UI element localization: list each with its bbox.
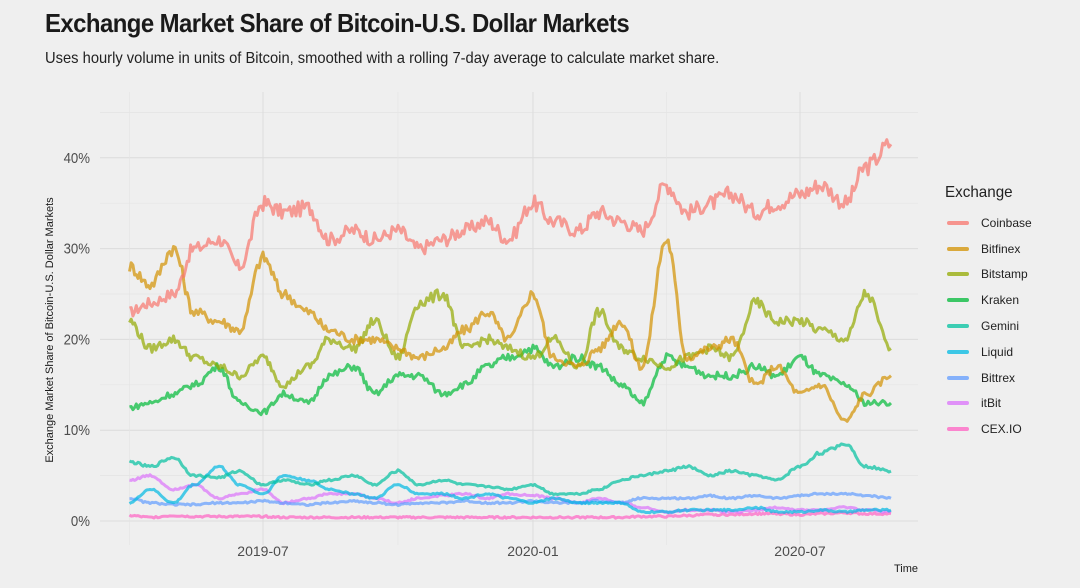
x-tick-label: 2020-07	[774, 543, 826, 559]
legend-label: Coinbase	[981, 215, 1032, 230]
y-tick-label: 20%	[64, 331, 91, 348]
y-tick-label: 30%	[64, 240, 91, 257]
y-axis-title: Exchange Market Share of Bitcoin-U.S. Do…	[44, 197, 56, 463]
legend-label: Bitfinex	[981, 241, 1021, 256]
series-line-gemini	[128, 442, 892, 497]
legend: Exchange Coinbase Bitfinex Bitstamp Kraken G…	[945, 184, 1032, 442]
y-tick-label: 10%	[64, 421, 91, 438]
grid	[100, 92, 918, 545]
legend-item-itbit: itBit	[945, 391, 1032, 417]
legend-swatch	[947, 298, 969, 303]
series-line-kraken	[129, 343, 893, 417]
legend-item-gemini: Gemini	[945, 313, 1032, 339]
x-tick-label: 2020-01	[507, 543, 559, 559]
series-line-liquid	[128, 464, 892, 515]
legend-swatch	[947, 220, 969, 225]
legend-label: itBit	[981, 396, 1002, 411]
series-lines	[128, 138, 893, 520]
legend-swatch	[947, 246, 969, 251]
legend-swatch	[947, 375, 969, 380]
legend-item-liquid: Liquid	[945, 339, 1032, 365]
legend-label: Bitstamp	[981, 267, 1028, 282]
series-line-itbit	[129, 473, 892, 515]
legend-item-bittrex: Bittrex	[945, 365, 1032, 391]
legend-label: Bittrex	[981, 370, 1016, 385]
legend-swatch	[947, 401, 969, 406]
series-line-bitfinex	[128, 238, 892, 423]
x-axis-title: Time	[894, 563, 918, 575]
series-line-cex-io	[128, 510, 892, 520]
legend-label: Kraken	[981, 293, 1020, 308]
legend-swatch	[947, 349, 969, 354]
series-line-bitstamp	[128, 288, 892, 390]
legend-label: Liquid	[981, 344, 1014, 359]
series-line-bittrex	[129, 491, 892, 507]
legend-item-cex-io: CEX.IO	[945, 416, 1032, 442]
x-axis-ticks: 2019-07 2020-01 2020-07	[237, 543, 826, 559]
chart-subtitle: Uses hourly volume in units of Bitcoin, …	[45, 50, 720, 67]
legend-item-bitfinex: Bitfinex	[945, 236, 1032, 262]
legend-swatch	[947, 324, 969, 329]
legend-swatch	[947, 427, 969, 432]
series-line-coinbase	[129, 138, 893, 318]
legend-swatch	[947, 272, 969, 277]
y-tick-label: 0%	[71, 512, 90, 529]
legend-label: CEX.IO	[981, 422, 1022, 437]
legend-item-bitstamp: Bitstamp	[945, 262, 1032, 288]
y-axis-ticks: 0% 10% 20% 30% 40%	[64, 149, 91, 529]
x-tick-label: 2019-07	[237, 543, 289, 559]
y-tick-label: 40%	[64, 149, 91, 166]
legend-title: Exchange	[945, 184, 1013, 201]
legend-label: Gemini	[981, 319, 1020, 334]
legend-item-kraken: Kraken	[945, 287, 1032, 313]
chart-title: Exchange Market Share of Bitcoin-U.S. Do…	[45, 8, 630, 38]
legend-item-coinbase: Coinbase	[945, 210, 1032, 236]
